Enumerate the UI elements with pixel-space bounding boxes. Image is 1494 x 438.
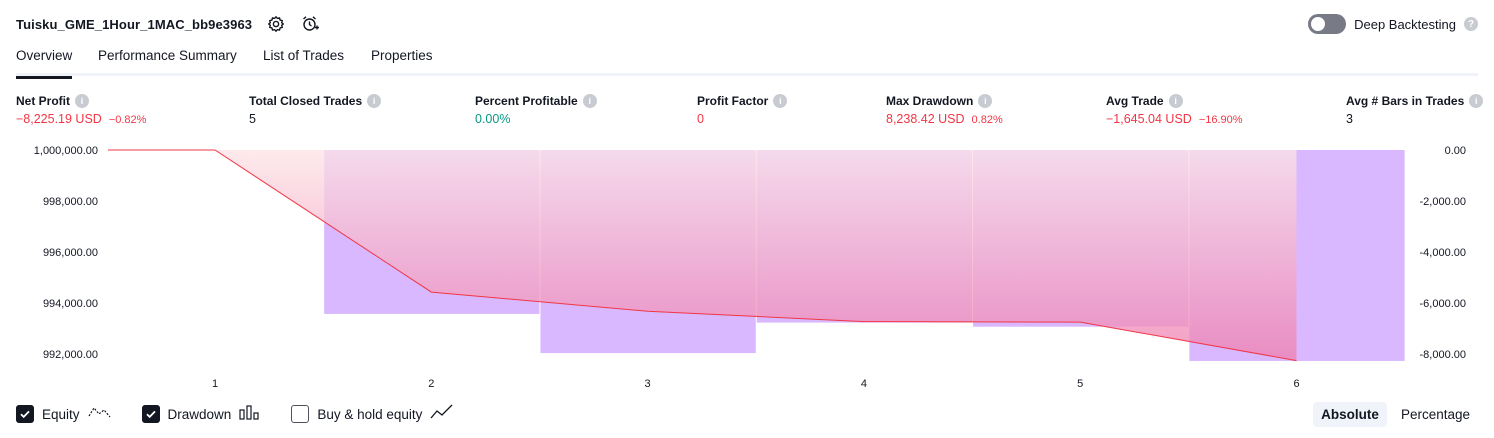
equity-area [108, 150, 1297, 361]
x-axis-tick: 2 [428, 378, 434, 390]
deep-backtesting-label: Deep Backtesting [1354, 16, 1456, 32]
metric-label: Avg # Bars in Trades [1346, 94, 1465, 108]
question-icon[interactable]: ? [1464, 17, 1478, 31]
tab-list-of-trades[interactable]: List of Trades [263, 48, 345, 63]
metrics-row: Net Profit i −8,225.19 USD −0.82% Total Cl… [0, 92, 1494, 132]
metric-value: 8,238.42 USD [886, 112, 965, 126]
metric-label: Net Profit [16, 94, 70, 108]
info-icon[interactable]: i [1168, 94, 1183, 108]
right-axis-tick: -2,000.00 [1420, 196, 1466, 208]
buy-hold-checkbox[interactable] [291, 405, 310, 423]
x-axis-tick: 1 [212, 378, 218, 390]
tab-overview[interactable]: Overview [16, 48, 73, 79]
metric-value: −1,645.04 USD [1106, 112, 1192, 126]
info-icon[interactable]: i [1469, 94, 1484, 108]
metric-percent-profitable: Percent Profitable i 0.00% [475, 92, 597, 126]
equity-line-icon [88, 404, 112, 425]
metric-label: Total Closed Trades [249, 94, 363, 108]
legend-buy-hold-equity[interactable]: Buy & hold equity [291, 404, 454, 425]
drawdown-bars-icon [239, 404, 261, 425]
metric-total-closed-trades: Total Closed Trades i 5 [249, 92, 382, 126]
equity-line [108, 149, 1297, 362]
deep-backtesting-toggle[interactable] [1308, 14, 1347, 34]
metric-max-drawdown: Max Drawdown i 8,238.42 USD 0.82% [886, 92, 1003, 126]
metric-label: Percent Profitable [475, 94, 578, 108]
x-axis-tick: 6 [1293, 378, 1299, 390]
strategy-title: Tuisku_GME_1Hour_1MAC_bb9e3963 [16, 16, 253, 32]
info-icon[interactable]: i [75, 94, 89, 108]
metric-net-profit: Net Profit i −8,225.19 USD −0.82% [16, 92, 146, 126]
x-axis-tick: 4 [861, 378, 867, 390]
left-axis-tick: 992,000.00 [43, 349, 98, 361]
legend-label: Buy & hold equity [317, 406, 423, 422]
metric-profit-factor: Profit Factor i 0 [697, 92, 788, 126]
tab-performance-summary[interactable]: Performance Summary [98, 48, 237, 63]
x-axis-tick: 3 [645, 378, 651, 390]
metric-sub: −16.90% [1198, 114, 1243, 126]
equity-checkbox[interactable] [16, 405, 34, 423]
legend-label: Drawdown [167, 406, 232, 422]
metric-label: Avg Trade [1106, 94, 1164, 108]
info-icon[interactable]: i [367, 94, 382, 108]
left-axis-tick: 996,000.00 [43, 247, 98, 259]
absolute-button[interactable]: Absolute [1313, 401, 1387, 427]
equity-chart-svg[interactable]: 1,000,000.00 998,000.00 996,000.00 994,000.… [0, 138, 1494, 398]
tab-properties[interactable]: Properties [371, 48, 433, 63]
left-axis-tick: 994,000.00 [43, 298, 98, 310]
right-axis-tick: 0.00 [1445, 145, 1466, 157]
drawdown-checkbox[interactable] [141, 405, 160, 423]
info-icon[interactable]: i [978, 94, 993, 108]
metric-avg-bars-in-trades: Avg # Bars in Trades i 3 [1346, 92, 1484, 126]
legend-equity[interactable]: Equity [16, 404, 112, 425]
metric-avg-trade: Avg Trade i −1,645.04 USD −16.90% [1106, 92, 1243, 126]
legend-drawdown[interactable]: Drawdown [141, 404, 262, 425]
metric-value: 0.00% [475, 112, 511, 126]
x-axis-tick: 5 [1077, 378, 1083, 390]
left-axis-tick: 998,000.00 [43, 196, 98, 208]
left-axis-tick: 1,000,000.00 [34, 145, 98, 157]
right-axis-tick: -4,000.00 [1420, 247, 1466, 259]
buy-hold-line-icon [430, 404, 454, 425]
metric-label: Profit Factor [697, 94, 769, 108]
metric-sub: 0.82% [971, 114, 1003, 126]
metric-value: 3 [1346, 112, 1353, 126]
info-icon[interactable]: i [773, 94, 788, 108]
right-axis-tick: -8,000.00 [1420, 349, 1466, 361]
percentage-button[interactable]: Percentage [1400, 406, 1470, 422]
scale-toggle: Absolute Percentage [1313, 400, 1478, 428]
chart-legend: Equity Drawdown Buy & hold equity [16, 402, 484, 426]
legend-label: Equity [42, 406, 80, 422]
metric-sub: −0.82% [108, 114, 147, 126]
deep-backtesting: Deep Backtesting ? [1308, 12, 1478, 36]
metric-label: Max Drawdown [886, 94, 974, 108]
gear-icon[interactable] [266, 14, 286, 34]
right-axis-tick: -6,000.00 [1420, 298, 1466, 310]
tab-bar: Overview Performance Summary List of Tra… [16, 44, 1478, 79]
metric-value: −8,225.19 USD [16, 112, 102, 126]
metric-value: 5 [249, 112, 256, 126]
equity-chart[interactable]: 1,000,000.00 998,000.00 996,000.00 994,000.… [0, 138, 1494, 398]
info-icon[interactable]: i [582, 94, 597, 108]
strategy-header: Tuisku_GME_1Hour_1MAC_bb9e3963 [16, 12, 320, 36]
alarm-clock-plus-icon[interactable] [300, 14, 320, 34]
metric-value: 0 [697, 112, 704, 126]
